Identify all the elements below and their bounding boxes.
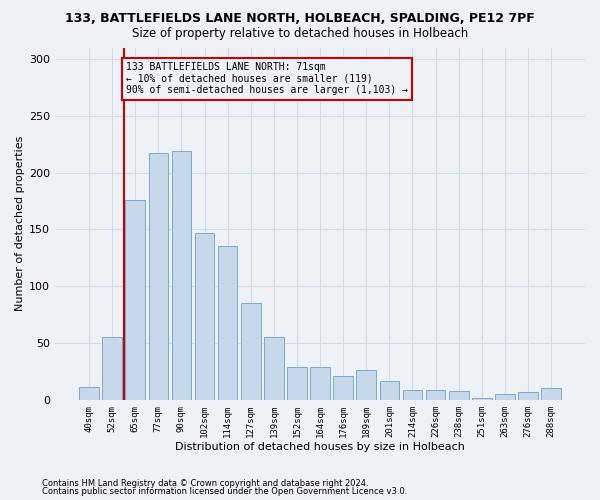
Bar [241,303,260,400]
Bar [79,388,99,400]
Text: 133, BATTLEFIELDS LANE NORTH, HOLBEACH, SPALDING, PE12 7PF: 133, BATTLEFIELDS LANE NORTH, HOLBEACH, … [65,12,535,26]
Text: 133 BATTLEFIELDS LANE NORTH: 71sqm
← 10% of detached houses are smaller (119)
90: 133 BATTLEFIELDS LANE NORTH: 71sqm ← 10%… [126,62,408,96]
Bar [287,367,307,400]
Bar [449,390,469,400]
Y-axis label: Number of detached properties: Number of detached properties [15,136,25,312]
Bar [403,390,422,400]
Bar [125,200,145,400]
Bar [518,392,538,400]
X-axis label: Distribution of detached houses by size in Holbeach: Distribution of detached houses by size … [175,442,465,452]
Bar [426,390,445,400]
Text: Contains HM Land Registry data © Crown copyright and database right 2024.: Contains HM Land Registry data © Crown c… [42,478,368,488]
Bar [334,376,353,400]
Bar [495,394,515,400]
Bar [310,367,330,400]
Bar [380,380,399,400]
Bar [472,398,491,400]
Bar [541,388,561,400]
Text: Size of property relative to detached houses in Holbeach: Size of property relative to detached ho… [132,26,468,40]
Text: Contains public sector information licensed under the Open Government Licence v3: Contains public sector information licen… [42,487,407,496]
Bar [103,338,122,400]
Bar [149,153,168,400]
Bar [195,233,214,400]
Bar [218,246,238,400]
Bar [172,151,191,400]
Bar [264,338,284,400]
Bar [356,370,376,400]
